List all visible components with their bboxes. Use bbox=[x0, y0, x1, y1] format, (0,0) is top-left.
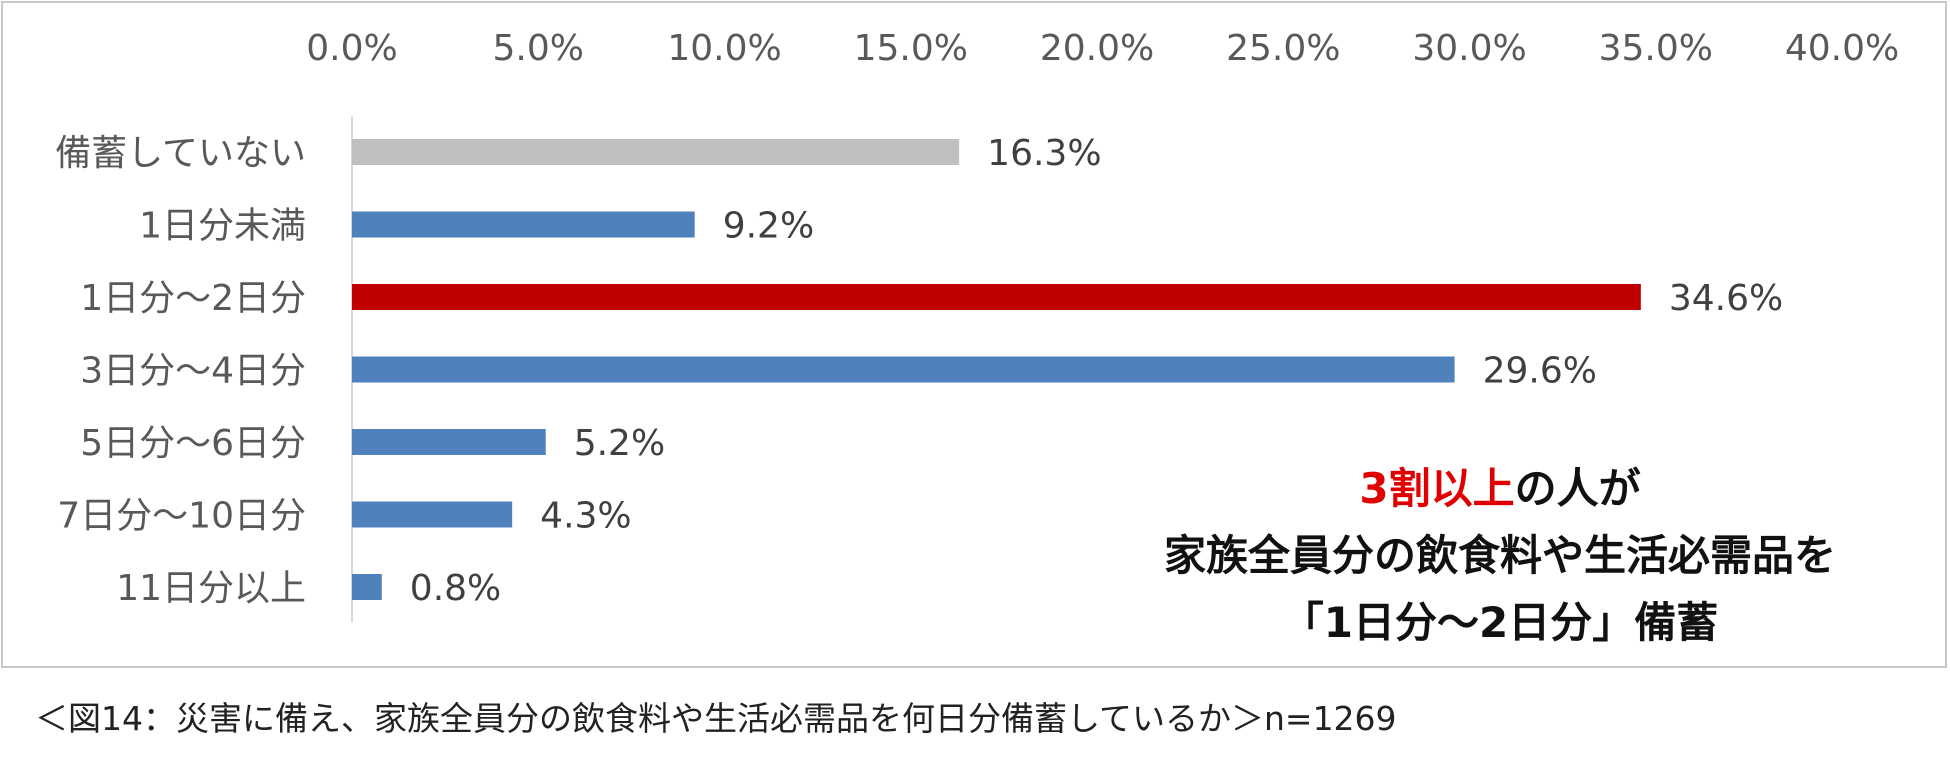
x-tick-label: 40.0% bbox=[1785, 28, 1899, 69]
category-label: 3日分～4日分 bbox=[80, 351, 306, 392]
bar-chart: 0.0% 5.0% 10.0% 15.0% 20.0% 25.0% 30.0% 35.0% 40… bbox=[55, 28, 1899, 622]
data-labels: 16.3% 9.2% 34.6% 29.6% 5.2% 4.3% 0.8% bbox=[410, 133, 1783, 609]
annotation-line-1: 3割以上の人が bbox=[1060, 455, 1940, 522]
bar bbox=[352, 356, 1455, 383]
annotation-line-2: 家族全員分の飲食料や生活必需品を bbox=[1163, 531, 1836, 580]
category-label: 1日分未満 bbox=[139, 206, 306, 247]
bar bbox=[352, 139, 960, 165]
annotation-highlight: 3割以上 bbox=[1359, 464, 1515, 513]
x-tick-label: 35.0% bbox=[1599, 28, 1713, 69]
data-label: 29.6% bbox=[1483, 351, 1597, 392]
bar bbox=[352, 211, 695, 238]
x-tick-label: 0.0% bbox=[306, 28, 397, 69]
x-tick-label: 20.0% bbox=[1040, 28, 1154, 69]
annotation-line-1-rest: の人が bbox=[1514, 464, 1641, 513]
x-axis-ticks: 0.0% 5.0% 10.0% 15.0% 20.0% 25.0% 30.0% 35.0% 40… bbox=[306, 28, 1899, 69]
category-label: 備蓄していない bbox=[55, 133, 306, 174]
bar bbox=[352, 501, 513, 528]
figure-caption: ＜図14：災害に備え、家族全員分の飲食料や生活必需品を何日分備蓄しているか＞n=… bbox=[35, 699, 1397, 738]
annotation-callout: 3割以上の人が 家族全員分の飲食料や生活必需品を 「1日分～2日分」備蓄 bbox=[1060, 455, 1940, 656]
x-tick-label: 15.0% bbox=[854, 28, 968, 69]
x-tick-label: 5.0% bbox=[493, 28, 584, 69]
bar bbox=[352, 574, 382, 600]
annotation-line-3: 「1日分～2日分」備蓄 bbox=[1281, 598, 1719, 647]
data-label: 9.2% bbox=[723, 206, 814, 247]
data-label: 16.3% bbox=[987, 133, 1101, 174]
category-label: 1日分～2日分 bbox=[80, 278, 306, 319]
chart-frame bbox=[1, 1, 1947, 668]
data-label: 34.6% bbox=[1669, 278, 1783, 319]
bars bbox=[352, 139, 1641, 600]
data-label: 4.3% bbox=[540, 496, 631, 537]
x-tick-label: 10.0% bbox=[667, 28, 781, 69]
bar bbox=[352, 284, 1641, 310]
category-label: 11日分以上 bbox=[116, 568, 306, 609]
data-label: 5.2% bbox=[574, 423, 665, 464]
category-label: 7日分～10日分 bbox=[57, 496, 306, 537]
bar bbox=[352, 429, 546, 455]
category-label: 5日分～6日分 bbox=[80, 423, 306, 464]
category-labels: 備蓄していない 1日分未満 1日分～2日分 3日分～4日分 5日分～6日分 7日分～10日… bbox=[55, 133, 306, 609]
x-tick-label: 25.0% bbox=[1226, 28, 1340, 69]
data-label: 0.8% bbox=[410, 568, 501, 609]
x-tick-label: 30.0% bbox=[1412, 28, 1526, 69]
